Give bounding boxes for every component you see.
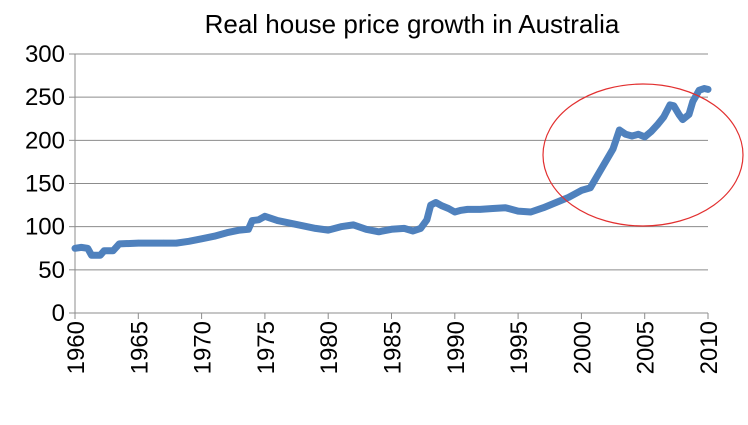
- x-axis-tick-labels: 1960 1965 1970 1975 1980 1985 1990 1995 2000 2005…: [63, 321, 723, 374]
- x-tick-label: 2000: [569, 321, 596, 374]
- data-point: [375, 228, 382, 235]
- data-point: [274, 217, 281, 224]
- data-point: [628, 132, 636, 140]
- x-tick-label: 1970: [190, 321, 217, 374]
- data-point: [675, 111, 683, 118]
- data-point: [312, 225, 319, 232]
- data-point: [78, 244, 85, 251]
- y-tick-label: 200: [25, 127, 65, 154]
- data-point: [223, 229, 231, 236]
- data-point: [388, 226, 395, 233]
- x-tick-label: 1995: [506, 321, 533, 374]
- data-point: [616, 126, 623, 134]
- data-point: [100, 247, 108, 254]
- x-tick-label: 1985: [380, 321, 407, 374]
- data-point: [685, 111, 693, 118]
- data-point: [457, 207, 465, 214]
- y-tick-label: 50: [38, 257, 65, 284]
- data-point: [695, 87, 703, 94]
- data-point: [423, 216, 431, 223]
- x-tick-label: 1960: [63, 321, 90, 374]
- data-point: [635, 131, 642, 138]
- data-point: [116, 240, 123, 248]
- data-point: [578, 187, 585, 194]
- data-point: [641, 133, 648, 141]
- data-point: [135, 239, 142, 247]
- data-point: [261, 213, 269, 220]
- highlight-ellipse: [542, 83, 744, 227]
- data-point: [476, 206, 484, 213]
- data-point: [287, 220, 294, 227]
- data-point: [622, 131, 629, 138]
- data-point: [236, 226, 243, 234]
- data-point: [198, 235, 205, 242]
- data-point: [71, 245, 79, 252]
- y-tick-label: 250: [25, 84, 65, 111]
- data-point: [109, 247, 117, 254]
- data-point: [670, 102, 677, 110]
- data-point: [255, 216, 262, 223]
- data-point: [88, 252, 95, 259]
- data-point: [245, 226, 252, 233]
- data-point: [527, 208, 534, 216]
- data-point: [540, 204, 547, 211]
- y-tick-label: 0: [52, 300, 65, 327]
- data-point: [654, 121, 661, 128]
- data-point: [451, 208, 458, 216]
- data-point: [679, 116, 686, 123]
- y-tick-label: 150: [25, 171, 65, 198]
- data-point: [587, 184, 594, 191]
- data-point: [84, 245, 91, 252]
- data-point: [350, 221, 357, 229]
- data-point: [597, 167, 604, 174]
- data-point: [445, 205, 452, 212]
- x-tick-label: 1965: [126, 321, 153, 374]
- data-point: [464, 206, 471, 213]
- x-tick-label: 1975: [253, 321, 280, 374]
- data-point: [647, 128, 655, 135]
- chart-title: Real house price growth in Australia: [205, 9, 620, 39]
- axes: [69, 53, 709, 319]
- data-point: [97, 252, 104, 259]
- data-point: [325, 226, 332, 234]
- y-tick-label: 300: [25, 41, 65, 68]
- data-point: [185, 238, 193, 245]
- data-point: [173, 239, 180, 247]
- x-tick-label: 2005: [633, 321, 660, 374]
- data-point: [337, 223, 345, 230]
- x-tick-label: 1980: [316, 321, 343, 374]
- data-point: [704, 86, 712, 93]
- data-point: [565, 194, 572, 201]
- data-point: [409, 227, 417, 235]
- data-point: [432, 199, 439, 206]
- data-point: [552, 199, 560, 206]
- data-point: [427, 201, 434, 209]
- data-point: [249, 217, 256, 224]
- x-tick-label: 1990: [443, 321, 470, 374]
- data-point: [689, 98, 696, 105]
- data-point: [514, 207, 522, 215]
- y-tick-label: 100: [25, 214, 65, 241]
- data-point: [438, 202, 446, 210]
- x-tick-label: 2010: [696, 321, 723, 374]
- data-point: [211, 233, 218, 240]
- data-point: [401, 225, 408, 232]
- data-point: [299, 222, 307, 229]
- data-point: [489, 205, 496, 212]
- data-point: [609, 145, 617, 153]
- data-point: [160, 239, 167, 247]
- data-point: [417, 225, 424, 232]
- data-point: [502, 204, 509, 211]
- gridlines: [75, 53, 708, 271]
- series-layer: [71, 83, 744, 259]
- data-point: [660, 113, 667, 121]
- data-point: [363, 226, 370, 233]
- y-axis-tick-labels: 0 50 100 150 200 250 300: [25, 41, 65, 327]
